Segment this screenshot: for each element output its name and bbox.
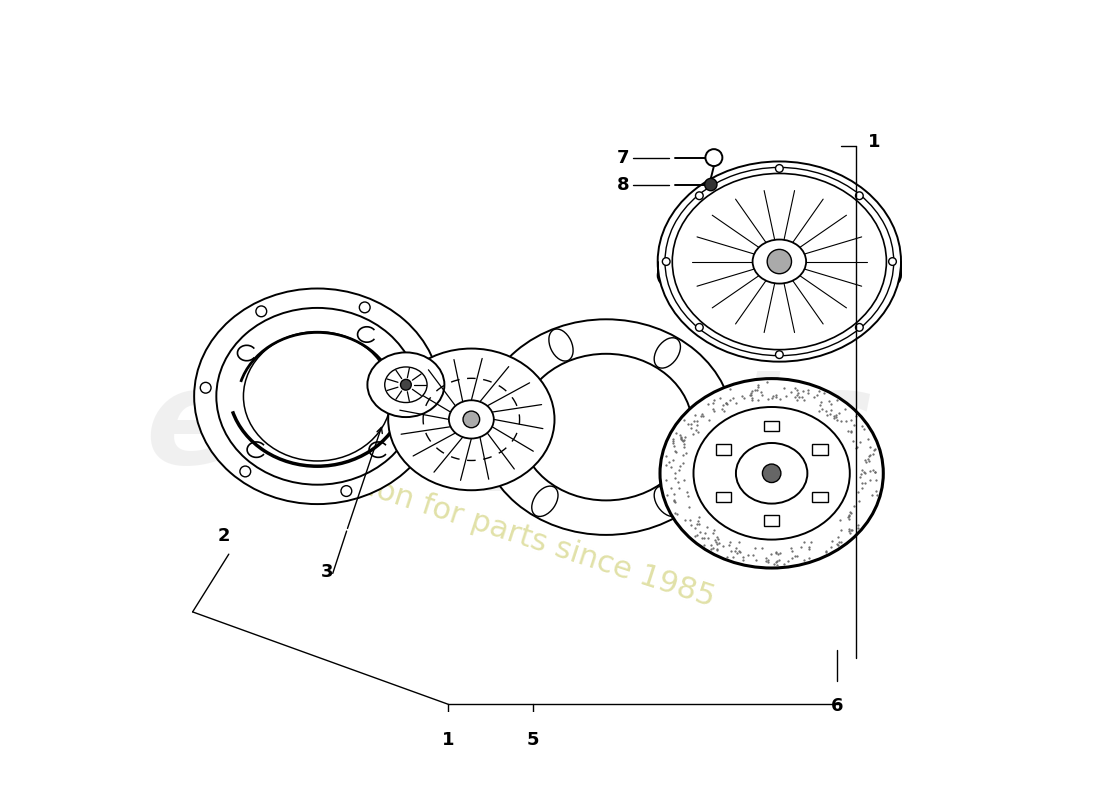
Circle shape — [856, 192, 864, 199]
Ellipse shape — [217, 308, 418, 485]
Ellipse shape — [549, 329, 573, 361]
Circle shape — [240, 466, 251, 477]
Text: 6: 6 — [830, 697, 844, 714]
Ellipse shape — [195, 289, 440, 504]
Text: 7: 7 — [617, 149, 629, 166]
Circle shape — [705, 149, 723, 166]
Ellipse shape — [672, 174, 887, 350]
Ellipse shape — [519, 354, 693, 501]
Circle shape — [762, 464, 781, 482]
Circle shape — [400, 379, 411, 390]
Circle shape — [889, 258, 896, 266]
Text: a passion for parts since 1985: a passion for parts since 1985 — [271, 442, 718, 612]
FancyBboxPatch shape — [763, 421, 779, 431]
Ellipse shape — [388, 349, 554, 490]
Circle shape — [695, 192, 703, 199]
FancyBboxPatch shape — [763, 515, 779, 526]
FancyBboxPatch shape — [716, 491, 732, 502]
Circle shape — [360, 302, 370, 313]
Ellipse shape — [693, 407, 850, 539]
Circle shape — [200, 382, 211, 393]
Ellipse shape — [385, 367, 427, 402]
Ellipse shape — [658, 240, 901, 310]
Ellipse shape — [483, 424, 517, 446]
Circle shape — [776, 165, 783, 172]
Ellipse shape — [660, 378, 883, 568]
Circle shape — [767, 250, 792, 274]
Circle shape — [341, 486, 352, 497]
Circle shape — [256, 306, 266, 317]
Ellipse shape — [654, 338, 681, 368]
Ellipse shape — [658, 162, 901, 362]
Ellipse shape — [736, 443, 807, 504]
Ellipse shape — [243, 332, 392, 461]
Circle shape — [776, 350, 783, 358]
Circle shape — [856, 323, 864, 331]
Circle shape — [662, 258, 670, 266]
Ellipse shape — [752, 239, 806, 283]
Ellipse shape — [367, 353, 444, 417]
Text: 2: 2 — [217, 527, 230, 545]
Circle shape — [705, 178, 717, 190]
FancyBboxPatch shape — [716, 444, 732, 455]
Ellipse shape — [654, 486, 681, 517]
Text: 1: 1 — [442, 731, 454, 750]
Text: 5: 5 — [527, 731, 539, 750]
Text: 3: 3 — [320, 563, 333, 581]
Circle shape — [463, 411, 480, 428]
Ellipse shape — [695, 424, 729, 446]
Circle shape — [417, 425, 428, 435]
Text: 8: 8 — [617, 175, 629, 194]
Ellipse shape — [480, 319, 733, 535]
Text: europarts: europarts — [145, 363, 875, 490]
Ellipse shape — [449, 400, 494, 438]
FancyBboxPatch shape — [812, 491, 827, 502]
Circle shape — [695, 323, 703, 331]
Ellipse shape — [531, 486, 558, 517]
Text: 1: 1 — [868, 134, 880, 151]
FancyBboxPatch shape — [812, 444, 827, 455]
